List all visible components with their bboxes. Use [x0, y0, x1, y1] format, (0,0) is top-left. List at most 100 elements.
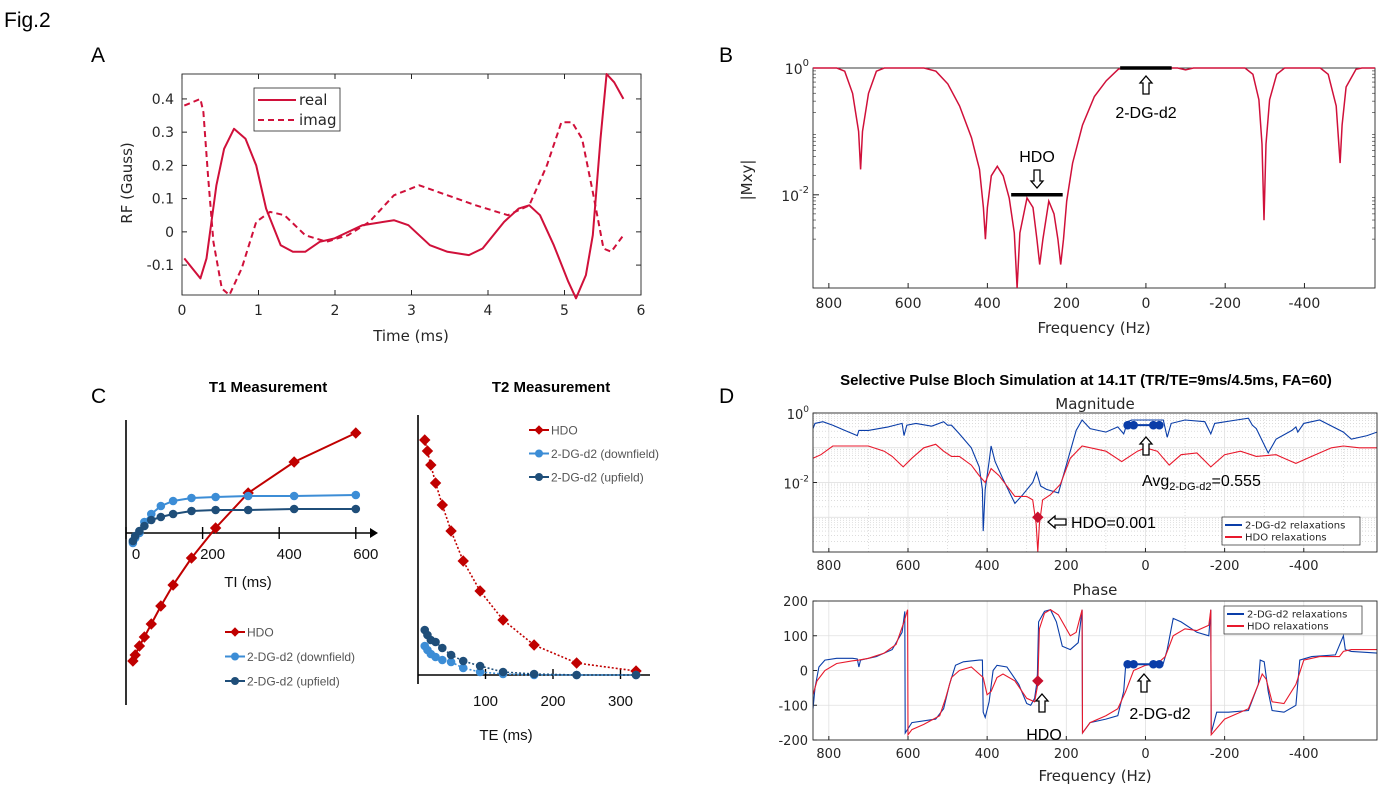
d-mag-series-2dg — [813, 417, 1377, 532]
d-annotations: Avg2-DG-d2=0.555 HDO=0.001 HDO 2-DG-d2 — [1026, 473, 1261, 744]
t2-point-downfield — [446, 657, 456, 667]
d-phase-hdo-annotation: HDO — [1026, 727, 1062, 744]
d-phase-ytick-label: 0 — [800, 665, 808, 680]
d-mag-xtick-label: 800 — [816, 559, 841, 574]
d-phase-2dg-marker — [1155, 659, 1164, 669]
d-mag-2dg-marker — [1129, 420, 1138, 430]
d-phase-xtick-label: 0 — [1141, 747, 1149, 762]
d-phase-2dg-arrow-icon — [1136, 673, 1152, 693]
t1-point-downfield — [289, 491, 299, 501]
t2-point-hdo — [528, 639, 540, 651]
b-xtick-label: -400 — [1289, 296, 1321, 312]
t1-xlabel: TI (ms) — [224, 574, 271, 591]
t2-legend-diamond-icon — [534, 425, 544, 435]
t2-point-hdo — [436, 499, 449, 511]
d-phase-2dg-annotation: 2-DG-d2 — [1129, 706, 1190, 723]
t2-point-downfield — [438, 655, 447, 665]
d-phase-xtick-label: 400 — [975, 747, 1000, 762]
d-mag-hdo-marker — [1032, 511, 1044, 523]
d-phase-axes-box — [812, 600, 1378, 741]
b-ytick-base: 10 — [785, 62, 803, 78]
a-legend: real imag — [253, 87, 341, 132]
d-avg-label: Avg — [1142, 473, 1169, 490]
panel-label-b: B — [719, 44, 733, 67]
d-mag-ytick-exp: 0 — [803, 405, 809, 415]
t1-legend-circle-icon — [231, 677, 239, 685]
t2-legend-circle-icon — [535, 449, 543, 458]
d-hdo-annotation: HDO=0.001 — [1071, 515, 1156, 532]
t1-xtick-label: 600 — [353, 546, 378, 563]
t1-xtick-label: 400 — [277, 546, 302, 563]
a-xtick-label: 1 — [254, 303, 263, 319]
a-ylabel: RF (Gauss) — [118, 142, 136, 223]
d-mag-axes-box — [812, 412, 1378, 553]
a-ytick-label: 0.1 — [152, 192, 174, 208]
t2-point-upfield — [572, 670, 581, 680]
b-annotation-2dg: 2-DG-d2 — [1115, 105, 1176, 122]
t2-point-hdo — [445, 525, 457, 537]
d-avg-value: =0.555 — [1211, 473, 1260, 490]
t1-legend-label: 2-DG-d2 (downfield) — [247, 650, 355, 664]
t1-point-upfield — [146, 515, 156, 525]
a-legend-imag: imag — [299, 111, 337, 129]
t2-point-upfield — [438, 643, 447, 653]
t1-point-downfield — [187, 493, 196, 503]
t1-point-hdo — [185, 552, 198, 564]
t1-point-hdo — [138, 631, 151, 643]
d-mag-hdo-arrow-icon — [1047, 514, 1067, 530]
a-xtick-label: 5 — [560, 303, 569, 319]
d-phase-ytick-label: -100 — [778, 699, 808, 714]
t2-xtick-label: 100 — [473, 693, 498, 710]
t2-point-hdo — [421, 445, 434, 457]
d-avg-sub: 2-DG-d2 — [1169, 481, 1211, 493]
b-2dg-arrow-icon — [1138, 75, 1154, 95]
t1-point-upfield — [243, 505, 253, 515]
d-mag-ytick-base: 10 — [787, 408, 804, 423]
d-mag-ytick-label: 10-2 — [783, 475, 809, 493]
t1-series-line-0 — [131, 432, 357, 662]
d-phase-series-2dg — [813, 609, 1377, 735]
d-phase-xtick-label: 200 — [1054, 747, 1079, 762]
d-phase-legend-label: HDO relaxations — [1247, 622, 1329, 633]
a-xlabel: Time (ms) — [372, 327, 449, 345]
d-phase-legend-label: 2-DG-d2 relaxations — [1247, 610, 1347, 621]
t1-xtick-label: 0 — [132, 546, 140, 563]
t2-legend-label: HDO — [551, 424, 578, 438]
t2-point-hdo — [429, 477, 442, 489]
a-ytick-label: 0.3 — [152, 125, 174, 141]
t2-point-hdo — [425, 459, 437, 471]
t1-legend-diamond-icon — [230, 627, 240, 637]
t2-point-hdo — [419, 434, 431, 446]
d-mag-xtick-label: -200 — [1210, 559, 1240, 574]
d-phase-ytick-label: 200 — [783, 595, 808, 610]
t2-series-line-2 — [424, 629, 636, 676]
b-annotation-hdo: HDO — [1019, 149, 1055, 166]
t1-point-upfield — [351, 504, 361, 514]
d-phase-2dg-marker — [1123, 659, 1132, 669]
a-legend-box — [253, 87, 341, 132]
a-legend-real: real — [299, 91, 327, 109]
t1-legend-label: HDO — [247, 626, 274, 640]
a-ytick-label: -0.1 — [147, 258, 174, 274]
t1-point-downfield — [168, 496, 178, 506]
t1-point-upfield — [211, 505, 220, 515]
d-mag-ytick-label: 100 — [787, 405, 810, 423]
b-hdo-arrow-icon — [1029, 169, 1045, 189]
t1-point-downfield — [211, 492, 220, 502]
t2-title: T2 Measurement — [492, 379, 610, 396]
t1-point-hdo — [155, 600, 167, 612]
t2-xtick-label: 300 — [608, 693, 633, 710]
a-xtick-label: 6 — [637, 303, 646, 319]
t2-series-line-1 — [424, 645, 636, 676]
d-mag-xtick-label: 200 — [1054, 559, 1079, 574]
a-axes-box — [181, 73, 642, 296]
b-xtick-label: 200 — [1053, 296, 1080, 312]
t2-legend-label: 2-DG-d2 (upfield) — [551, 471, 644, 485]
panel-label-a: A — [91, 44, 105, 67]
d-phase-hdo-marker — [1032, 675, 1044, 687]
panel-label-d: D — [719, 385, 734, 408]
t1-point-hdo — [129, 649, 141, 661]
d-phase-series-hdo — [813, 609, 1377, 737]
d-mag-2dg-marker — [1155, 420, 1164, 430]
t2-point-downfield — [475, 667, 485, 677]
